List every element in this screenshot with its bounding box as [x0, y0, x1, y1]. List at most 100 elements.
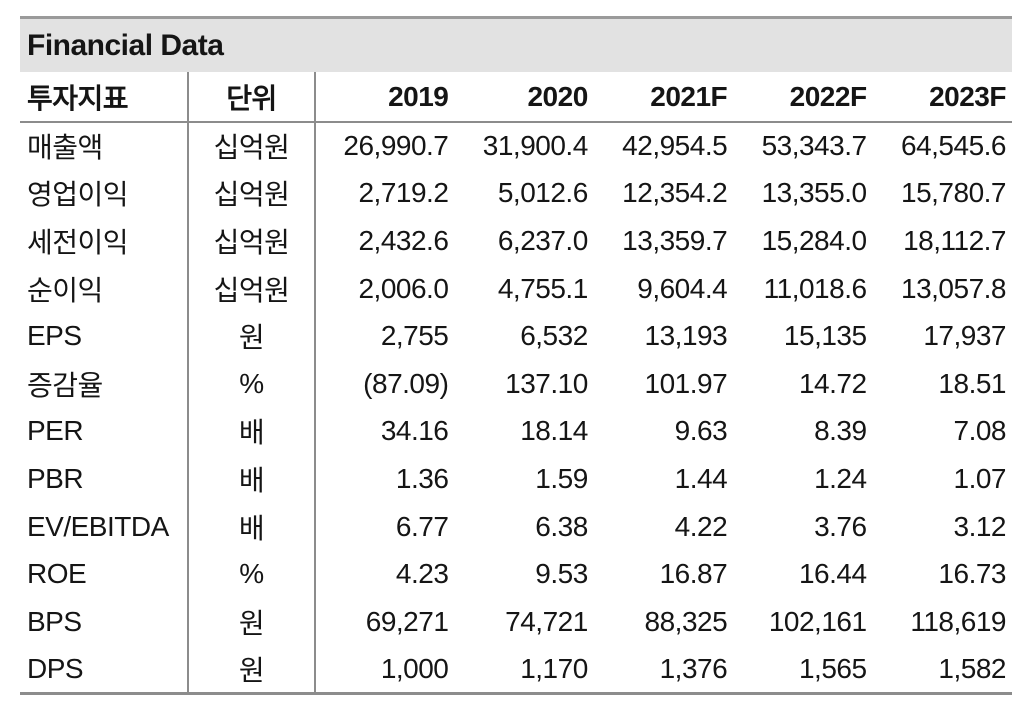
table-row: EV/EBITDA 배 6.77 6.38 4.22 3.76 3.12 [20, 502, 1012, 551]
row-unit: 배 [187, 502, 316, 551]
row-unit: 십억원 [187, 169, 316, 218]
row-label: PER [27, 415, 84, 447]
data-table: 투자지표 단위 2019 2020 2021F 2022F 2023F 매출액 … [20, 72, 1012, 695]
table-row: 순이익 십억원 2,006.0 4,755.1 9,604.4 11,018.6… [20, 264, 1012, 313]
table-row: 매출액 십억원 26,990.7 31,900.4 42,954.5 53,34… [20, 122, 1012, 170]
cell-value: 4.22 [674, 510, 728, 542]
row-unit: 배 [187, 407, 316, 456]
cell-value: 101.97 [644, 367, 728, 399]
cell-value: 1,376 [593, 645, 734, 695]
column-header-2022f: 2022F [733, 72, 873, 123]
cell-value: 11,018.6 [763, 272, 867, 304]
cell-value: 53,343.7 [761, 130, 868, 162]
column-header-2023f: 2023F [872, 72, 1012, 123]
cell-value: 6.38 [535, 510, 588, 542]
row-unit: 배 [187, 455, 316, 503]
cell-value: 34.16 [380, 415, 449, 447]
column-header-2020: 2020 [454, 72, 594, 123]
cell-value: 13,057.8 [901, 272, 1007, 304]
row-unit: 십억원 [187, 217, 316, 265]
cell-value: 4.23 [395, 558, 449, 590]
cell-value: 26,990.7 [343, 130, 449, 162]
cell-value: 2,006.0 [358, 272, 449, 304]
cell-value: 15,780.7 [901, 177, 1007, 209]
cell-value: 15,284.0 [761, 224, 868, 256]
cell-value: 102,161 [768, 605, 867, 637]
header-row: 투자지표 단위 2019 2020 2021F 2022F 2023F [20, 72, 1012, 123]
row-label: 순이익 [27, 274, 103, 306]
row-label: ROE [27, 558, 87, 590]
row-unit: 원 [187, 645, 316, 695]
cell-value: 1.24 [814, 462, 867, 494]
cell-value: 13,359.7 [622, 224, 728, 256]
row-label: 영업이익 [27, 179, 129, 211]
cell-value: 2,719.2 [358, 177, 449, 209]
cell-value: 15,135 [783, 320, 867, 352]
cell-value: 3.76 [814, 510, 867, 542]
table-row: 영업이익 십억원 2,719.2 5,012.6 12,354.2 13,355… [20, 169, 1012, 218]
cell-value: 6.77 [395, 510, 449, 542]
cell-value: 64,545.6 [901, 130, 1007, 162]
cell-value: 7.08 [953, 415, 1007, 447]
cell-value: 1,170 [454, 645, 594, 695]
row-label: 세전이익 [27, 226, 129, 258]
row-label: EPS [27, 320, 82, 352]
cell-value: 13,193 [644, 320, 728, 352]
cell-value: 1.07 [953, 462, 1007, 494]
cell-value: 88,325 [644, 605, 728, 637]
cell-value: 118,619 [910, 605, 1006, 637]
cell-value: 12,354.2 [622, 177, 728, 209]
row-unit: % [187, 550, 316, 598]
cell-value: 18,112.7 [903, 224, 1006, 256]
row-label: 매출액 [27, 132, 103, 164]
cell-value: 1.59 [535, 462, 588, 494]
cell-value: 1,565 [733, 645, 873, 695]
cell-value: 42,954.5 [622, 130, 728, 162]
cell-value: 69,271 [365, 605, 449, 637]
table-row: EPS 원 2,755 6,532 13,193 15,135 17,937 [20, 312, 1012, 360]
row-unit: % [187, 359, 316, 408]
table-title-bar: Financial Data [20, 16, 1012, 72]
cell-value: 6,237.0 [497, 224, 588, 256]
column-header-unit: 단위 [187, 72, 316, 123]
cell-value: 6,532 [520, 320, 588, 352]
row-label: BPS [27, 605, 82, 637]
column-header-2021f: 2021F [593, 72, 734, 123]
cell-value: 18.14 [520, 415, 588, 447]
table-row: PER 배 34.16 18.14 9.63 8.39 7.08 [20, 407, 1012, 456]
cell-value: 8.39 [814, 415, 867, 447]
column-header-2019: 2019 [315, 72, 455, 123]
cell-value: 16.44 [798, 558, 867, 590]
cell-value: 1,000 [315, 645, 455, 695]
cell-value: 9.53 [535, 558, 588, 590]
cell-value: 14.72 [798, 367, 867, 399]
row-unit: 원 [187, 312, 316, 360]
table-row: 세전이익 십억원 2,432.6 6,237.0 13,359.7 15,284… [20, 217, 1012, 265]
table-row: DPS 원 1,000 1,170 1,376 1,565 1,582 [20, 645, 1012, 695]
cell-value: 3.12 [953, 510, 1007, 542]
row-unit: 십억원 [187, 122, 316, 170]
cell-value: (87.09) [363, 367, 449, 399]
row-label: DPS [20, 645, 188, 695]
cell-value: 16.73 [938, 558, 1006, 590]
table-row: ROE % 4.23 9.53 16.87 16.44 16.73 [20, 550, 1012, 598]
column-header-metric: 투자지표 [20, 72, 188, 123]
cell-value: 1,582 [872, 645, 1012, 695]
cell-value: 9,604.4 [637, 272, 728, 304]
row-unit: 십억원 [187, 264, 316, 313]
row-label: 증감율 [27, 369, 103, 401]
row-unit: 원 [187, 597, 316, 646]
table-title: Financial Data [27, 28, 224, 62]
cell-value: 1.44 [674, 462, 728, 494]
cell-value: 16.87 [659, 558, 728, 590]
cell-value: 5,012.6 [497, 177, 588, 209]
row-label: EV/EBITDA [27, 510, 169, 542]
cell-value: 31,900.4 [482, 130, 589, 162]
cell-value: 74,721 [505, 605, 588, 637]
financial-data-table: Financial Data 투자지표 단위 2019 2020 2021F 2… [20, 16, 1012, 695]
cell-value: 13,355.0 [761, 177, 868, 209]
cell-value: 2,432.6 [358, 224, 449, 256]
cell-value: 137.10 [505, 367, 588, 399]
cell-value: 4,755.1 [497, 272, 588, 304]
cell-value: 17,937 [923, 320, 1006, 352]
